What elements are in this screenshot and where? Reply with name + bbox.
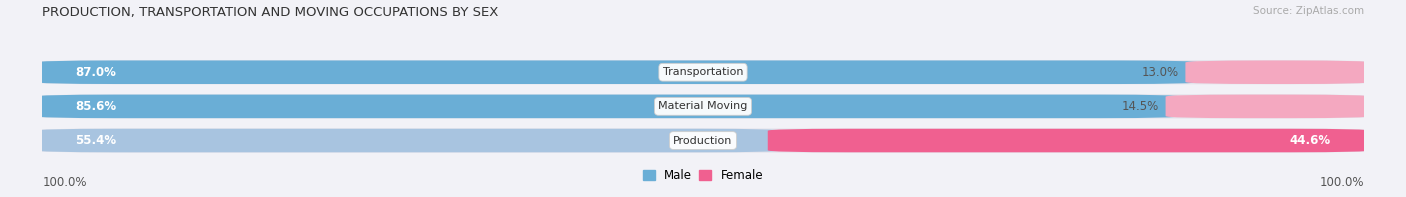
Text: Transportation: Transportation [662,67,744,77]
FancyBboxPatch shape [35,129,780,152]
Text: 13.0%: 13.0% [1142,66,1178,79]
FancyBboxPatch shape [768,129,1371,152]
Text: 55.4%: 55.4% [76,134,117,147]
Text: 85.6%: 85.6% [76,100,117,113]
Text: Production: Production [673,136,733,146]
Text: PRODUCTION, TRANSPORTATION AND MOVING OCCUPATIONS BY SEX: PRODUCTION, TRANSPORTATION AND MOVING OC… [42,6,499,19]
Text: Material Moving: Material Moving [658,101,748,111]
FancyBboxPatch shape [22,128,1384,153]
Text: Source: ZipAtlas.com: Source: ZipAtlas.com [1253,6,1364,16]
FancyBboxPatch shape [1166,95,1371,118]
FancyBboxPatch shape [22,60,1384,84]
Text: 44.6%: 44.6% [1289,134,1330,147]
FancyBboxPatch shape [22,94,1384,119]
Text: 87.0%: 87.0% [76,66,117,79]
FancyBboxPatch shape [35,60,1198,84]
Legend: Male, Female: Male, Female [638,165,768,187]
Text: 100.0%: 100.0% [42,176,87,189]
FancyBboxPatch shape [1185,60,1371,84]
Text: 14.5%: 14.5% [1122,100,1159,113]
FancyBboxPatch shape [35,95,1180,118]
Text: 100.0%: 100.0% [1319,176,1364,189]
